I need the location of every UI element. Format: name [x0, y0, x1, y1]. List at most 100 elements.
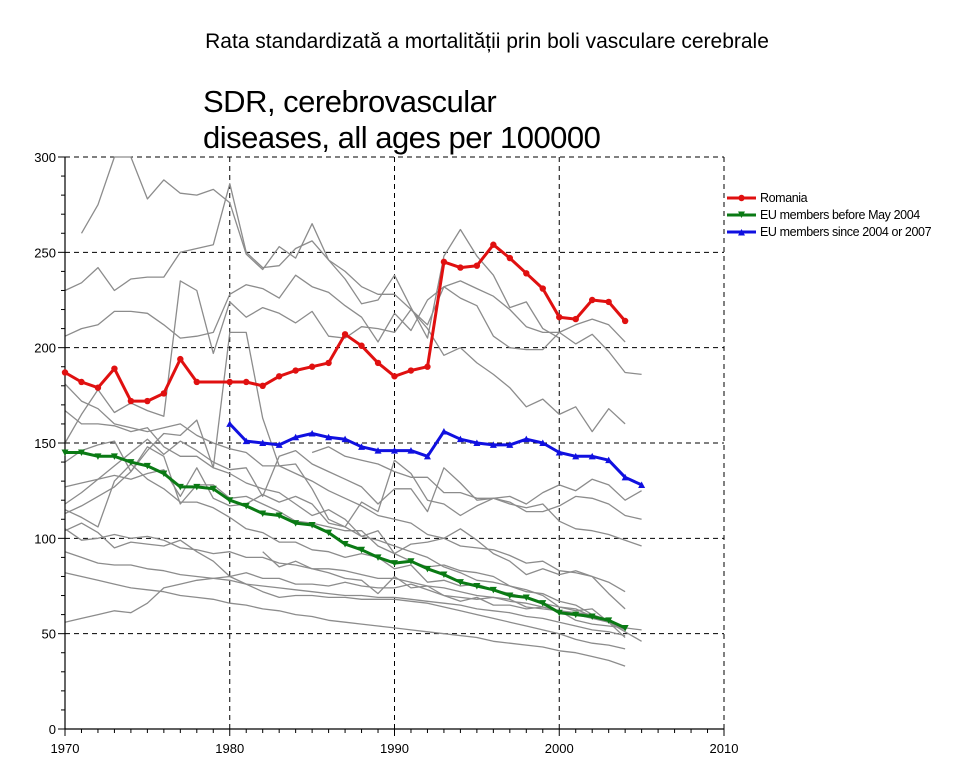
series-eu-since-2004: [226, 420, 646, 488]
series-line-romania: [64, 243, 627, 403]
data-point-eu-since-2004-1984: [292, 433, 300, 441]
data-point-eu-before-2004-1987: [341, 541, 349, 548]
data-point-romania-1984: [292, 367, 299, 374]
data-point-romania-1996: [490, 241, 497, 248]
data-point-eu-before-2004-1970: [61, 449, 69, 457]
data-point-romania-1974: [127, 397, 135, 405]
x-tick-label-1980: 1980: [215, 741, 244, 756]
legend-label-romania: Romania: [760, 190, 808, 205]
data-point-eu-since-2004-1987: [341, 435, 349, 443]
legend-item-romania: Romania: [727, 189, 931, 206]
data-point-romania-1975: [144, 397, 151, 405]
legend-label-eu-since-2004: EU members since 2004 or 2007: [760, 224, 932, 239]
data-point-romania-2000: [556, 313, 563, 321]
grid: [65, 156, 725, 729]
data-point-eu-before-2004-2004: [621, 624, 629, 632]
highlighted-series-group: [61, 241, 646, 632]
data-point-eu-before-2004-1988: [358, 546, 366, 554]
data-point-eu-before-2004-1979: [209, 485, 217, 493]
data-point-eu-before-2004-1984: [292, 520, 300, 527]
data-point-eu-before-2004-2003: [605, 617, 613, 624]
series-line-eu-since-2004: [228, 422, 643, 487]
background-series-line-6: [64, 438, 642, 520]
data-point-eu-since-2004-2005: [638, 481, 646, 488]
data-point-eu-since-2004-1986: [325, 433, 333, 441]
data-point-eu-since-2004-1983: [275, 441, 283, 448]
background-series-line-11: [64, 575, 626, 650]
background-series-line-12: [64, 440, 642, 642]
data-point-eu-since-2004-1994: [456, 435, 464, 443]
data-point-eu-since-2004-1995: [473, 439, 481, 446]
data-point-eu-since-2004-1992: [423, 452, 431, 460]
y-tick-label-150: 150: [34, 436, 56, 451]
data-point-eu-since-2004-1982: [259, 439, 267, 446]
data-point-romania-1990: [391, 373, 398, 380]
data-point-eu-before-2004-1982: [259, 510, 267, 518]
data-point-eu-before-2004-1976: [160, 470, 168, 478]
x-tick-label-1990: 1990: [380, 741, 409, 756]
data-point-romania-1999: [539, 285, 546, 292]
data-point-eu-before-2004-1991: [407, 558, 415, 565]
y-tick-label-200: 200: [34, 341, 56, 356]
data-point-romania-1986: [325, 359, 332, 367]
data-point-eu-since-2004-1996: [489, 441, 497, 448]
page-title: Rata standardizată a mortalității prin b…: [205, 30, 769, 53]
x-tick-label-2010: 2010: [710, 741, 739, 756]
data-point-eu-before-2004-1998: [522, 594, 530, 601]
chart-title-line-1: SDR, cerebrovascular: [203, 84, 497, 119]
data-point-romania-1980: [226, 378, 233, 386]
data-point-eu-before-2004-1986: [325, 529, 333, 537]
background-series-line-18: [64, 331, 642, 528]
background-series-line-2: [64, 183, 626, 351]
data-point-eu-since-2004-1999: [539, 439, 547, 446]
data-point-eu-before-2004-1999: [539, 600, 547, 607]
y-tick-label-100: 100: [34, 531, 56, 546]
y-tick-label-250: 250: [34, 245, 56, 260]
data-point-romania-2003: [605, 298, 612, 306]
legend-swatch-eu-since-2004: [727, 225, 756, 239]
data-point-eu-since-2004-2000: [555, 449, 563, 456]
data-point-romania-1998: [523, 270, 530, 277]
chart-title: SDR, cerebrovascular diseases, all ages …: [203, 84, 601, 156]
background-series-line-3: [64, 274, 642, 376]
y-tick-label-0: 0: [49, 722, 56, 737]
data-point-romania-1976: [160, 390, 168, 397]
data-point-eu-before-2004-1997: [506, 592, 514, 600]
data-point-romania-1982: [259, 382, 266, 389]
series-eu-before-2004: [61, 449, 629, 632]
data-point-eu-since-2004-2001: [572, 452, 580, 460]
background-series-line-14: [64, 522, 626, 638]
legend-item-eu-before-2004: EU members before May 2004: [727, 206, 931, 223]
data-point-romania-1993: [440, 258, 448, 266]
data-point-eu-since-2004-1980: [226, 420, 234, 427]
data-point-romania-1971: [78, 378, 85, 386]
data-point-eu-before-2004-2000: [555, 609, 563, 617]
chart-title-line-2: diseases, all ages per 100000: [203, 120, 601, 155]
data-point-eu-since-2004-2004: [621, 473, 629, 481]
background-series-line-7: [64, 410, 626, 610]
data-point-eu-before-2004-1975: [143, 462, 151, 470]
data-point-eu-since-2004-1988: [358, 443, 366, 450]
data-point-romania-1981: [243, 378, 250, 386]
data-point-eu-before-2004-1980: [226, 497, 234, 504]
data-point-romania-1973: [111, 365, 118, 372]
data-point-eu-since-2004-1990: [391, 447, 398, 454]
data-point-romania-1992: [424, 363, 431, 370]
data-point-eu-before-2004-1972: [94, 453, 102, 460]
data-point-romania-1983: [275, 373, 283, 380]
data-point-eu-before-2004-1977: [176, 483, 184, 491]
data-point-romania-1970: [61, 369, 69, 376]
data-point-romania-1987: [341, 331, 349, 338]
data-point-eu-since-2004-1981: [242, 437, 250, 445]
data-point-eu-before-2004-2001: [572, 611, 580, 619]
data-point-eu-before-2004-1978: [193, 483, 201, 491]
data-point-eu-before-2004-1973: [110, 453, 118, 460]
data-point-eu-since-2004-1993: [440, 428, 448, 435]
data-point-romania-1978: [193, 378, 200, 386]
background-series-line-4: [64, 280, 626, 444]
data-point-eu-since-2004-1997: [506, 441, 514, 448]
data-point-eu-before-2004-1992: [423, 565, 431, 573]
data-point-eu-since-2004-2002: [588, 452, 596, 460]
data-point-eu-before-2004-1971: [77, 449, 85, 457]
